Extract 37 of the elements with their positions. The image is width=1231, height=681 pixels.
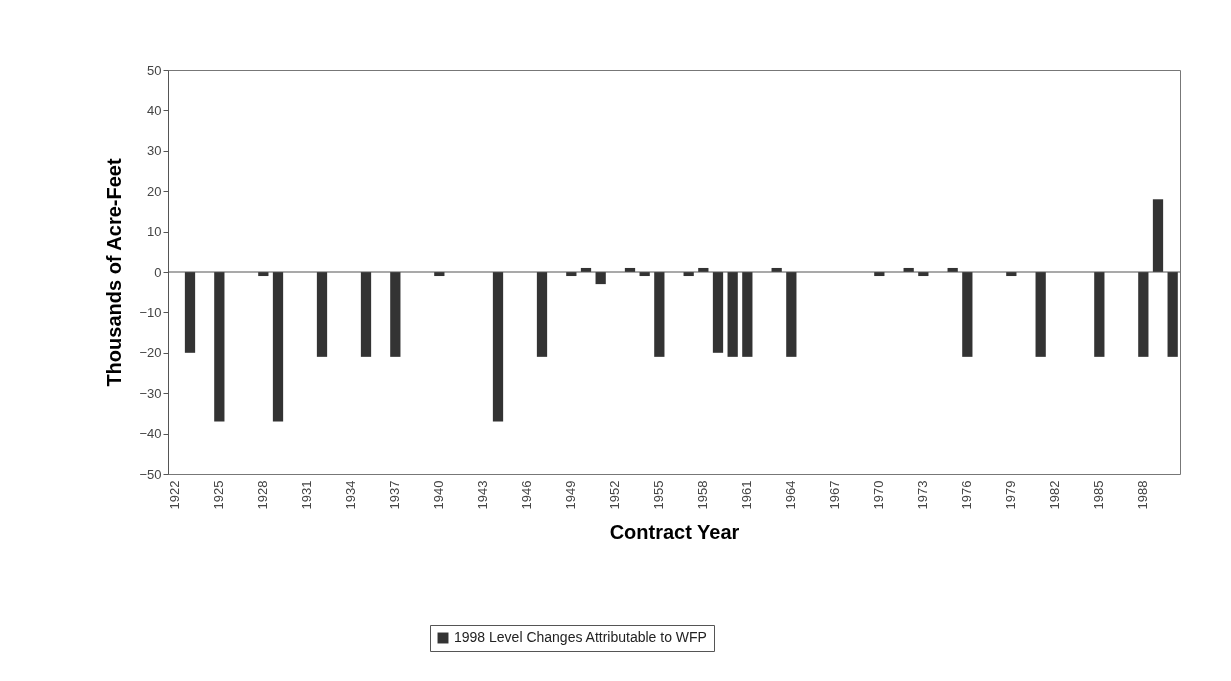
x-tick-label: 1964	[783, 480, 799, 510]
x-tick-label: 1928	[255, 480, 271, 510]
y-axis-title: Thousands of Acre-Feet	[103, 158, 126, 387]
y-tick-label: 40	[147, 102, 162, 118]
x-tick-label: 1937	[387, 480, 403, 510]
y-tick-label: 50	[147, 62, 162, 78]
y-tick-label: −50	[139, 466, 162, 482]
x-tick-label: 1931	[299, 480, 315, 510]
x-axis-title: Contract Year	[609, 521, 740, 544]
y-tick-label: −40	[139, 426, 162, 442]
x-tick-label: 1961	[739, 480, 755, 510]
x-tick-label: 1985	[1091, 480, 1107, 510]
x-tick-label: 1946	[519, 480, 535, 510]
y-tick-label: −30	[139, 385, 162, 401]
y-tick-label: 20	[147, 183, 162, 199]
y-tick-label: −10	[139, 304, 162, 320]
x-tick-label: 1949	[563, 480, 579, 510]
x-tick-label: 1976	[959, 480, 975, 510]
x-tick-label: 1958	[695, 480, 711, 510]
y-tick-label: 10	[147, 224, 162, 240]
y-tick-label: 0	[154, 264, 162, 280]
legend-label: 1998 Level Changes Attributable to WFP	[454, 629, 707, 645]
x-tick-label: 1988	[1135, 480, 1151, 510]
y-tick-label: −20	[139, 345, 162, 361]
x-tick-label: 1982	[1047, 480, 1063, 510]
x-tick-label: 1940	[431, 480, 447, 510]
x-tick-label: 1979	[1003, 480, 1019, 510]
x-tick-label: 1973	[915, 480, 931, 510]
x-tick-label: 1970	[871, 480, 887, 510]
x-tick-label: 1943	[475, 480, 491, 510]
x-tick-label: 1967	[827, 480, 843, 510]
x-tick-label: 1925	[211, 480, 227, 510]
y-tick-label: 30	[147, 143, 162, 159]
x-tick-label: 1955	[651, 480, 667, 510]
x-tick-label: 1952	[607, 480, 623, 510]
x-tick-label: 1934	[343, 480, 359, 510]
x-tick-label: 1922	[167, 480, 183, 510]
